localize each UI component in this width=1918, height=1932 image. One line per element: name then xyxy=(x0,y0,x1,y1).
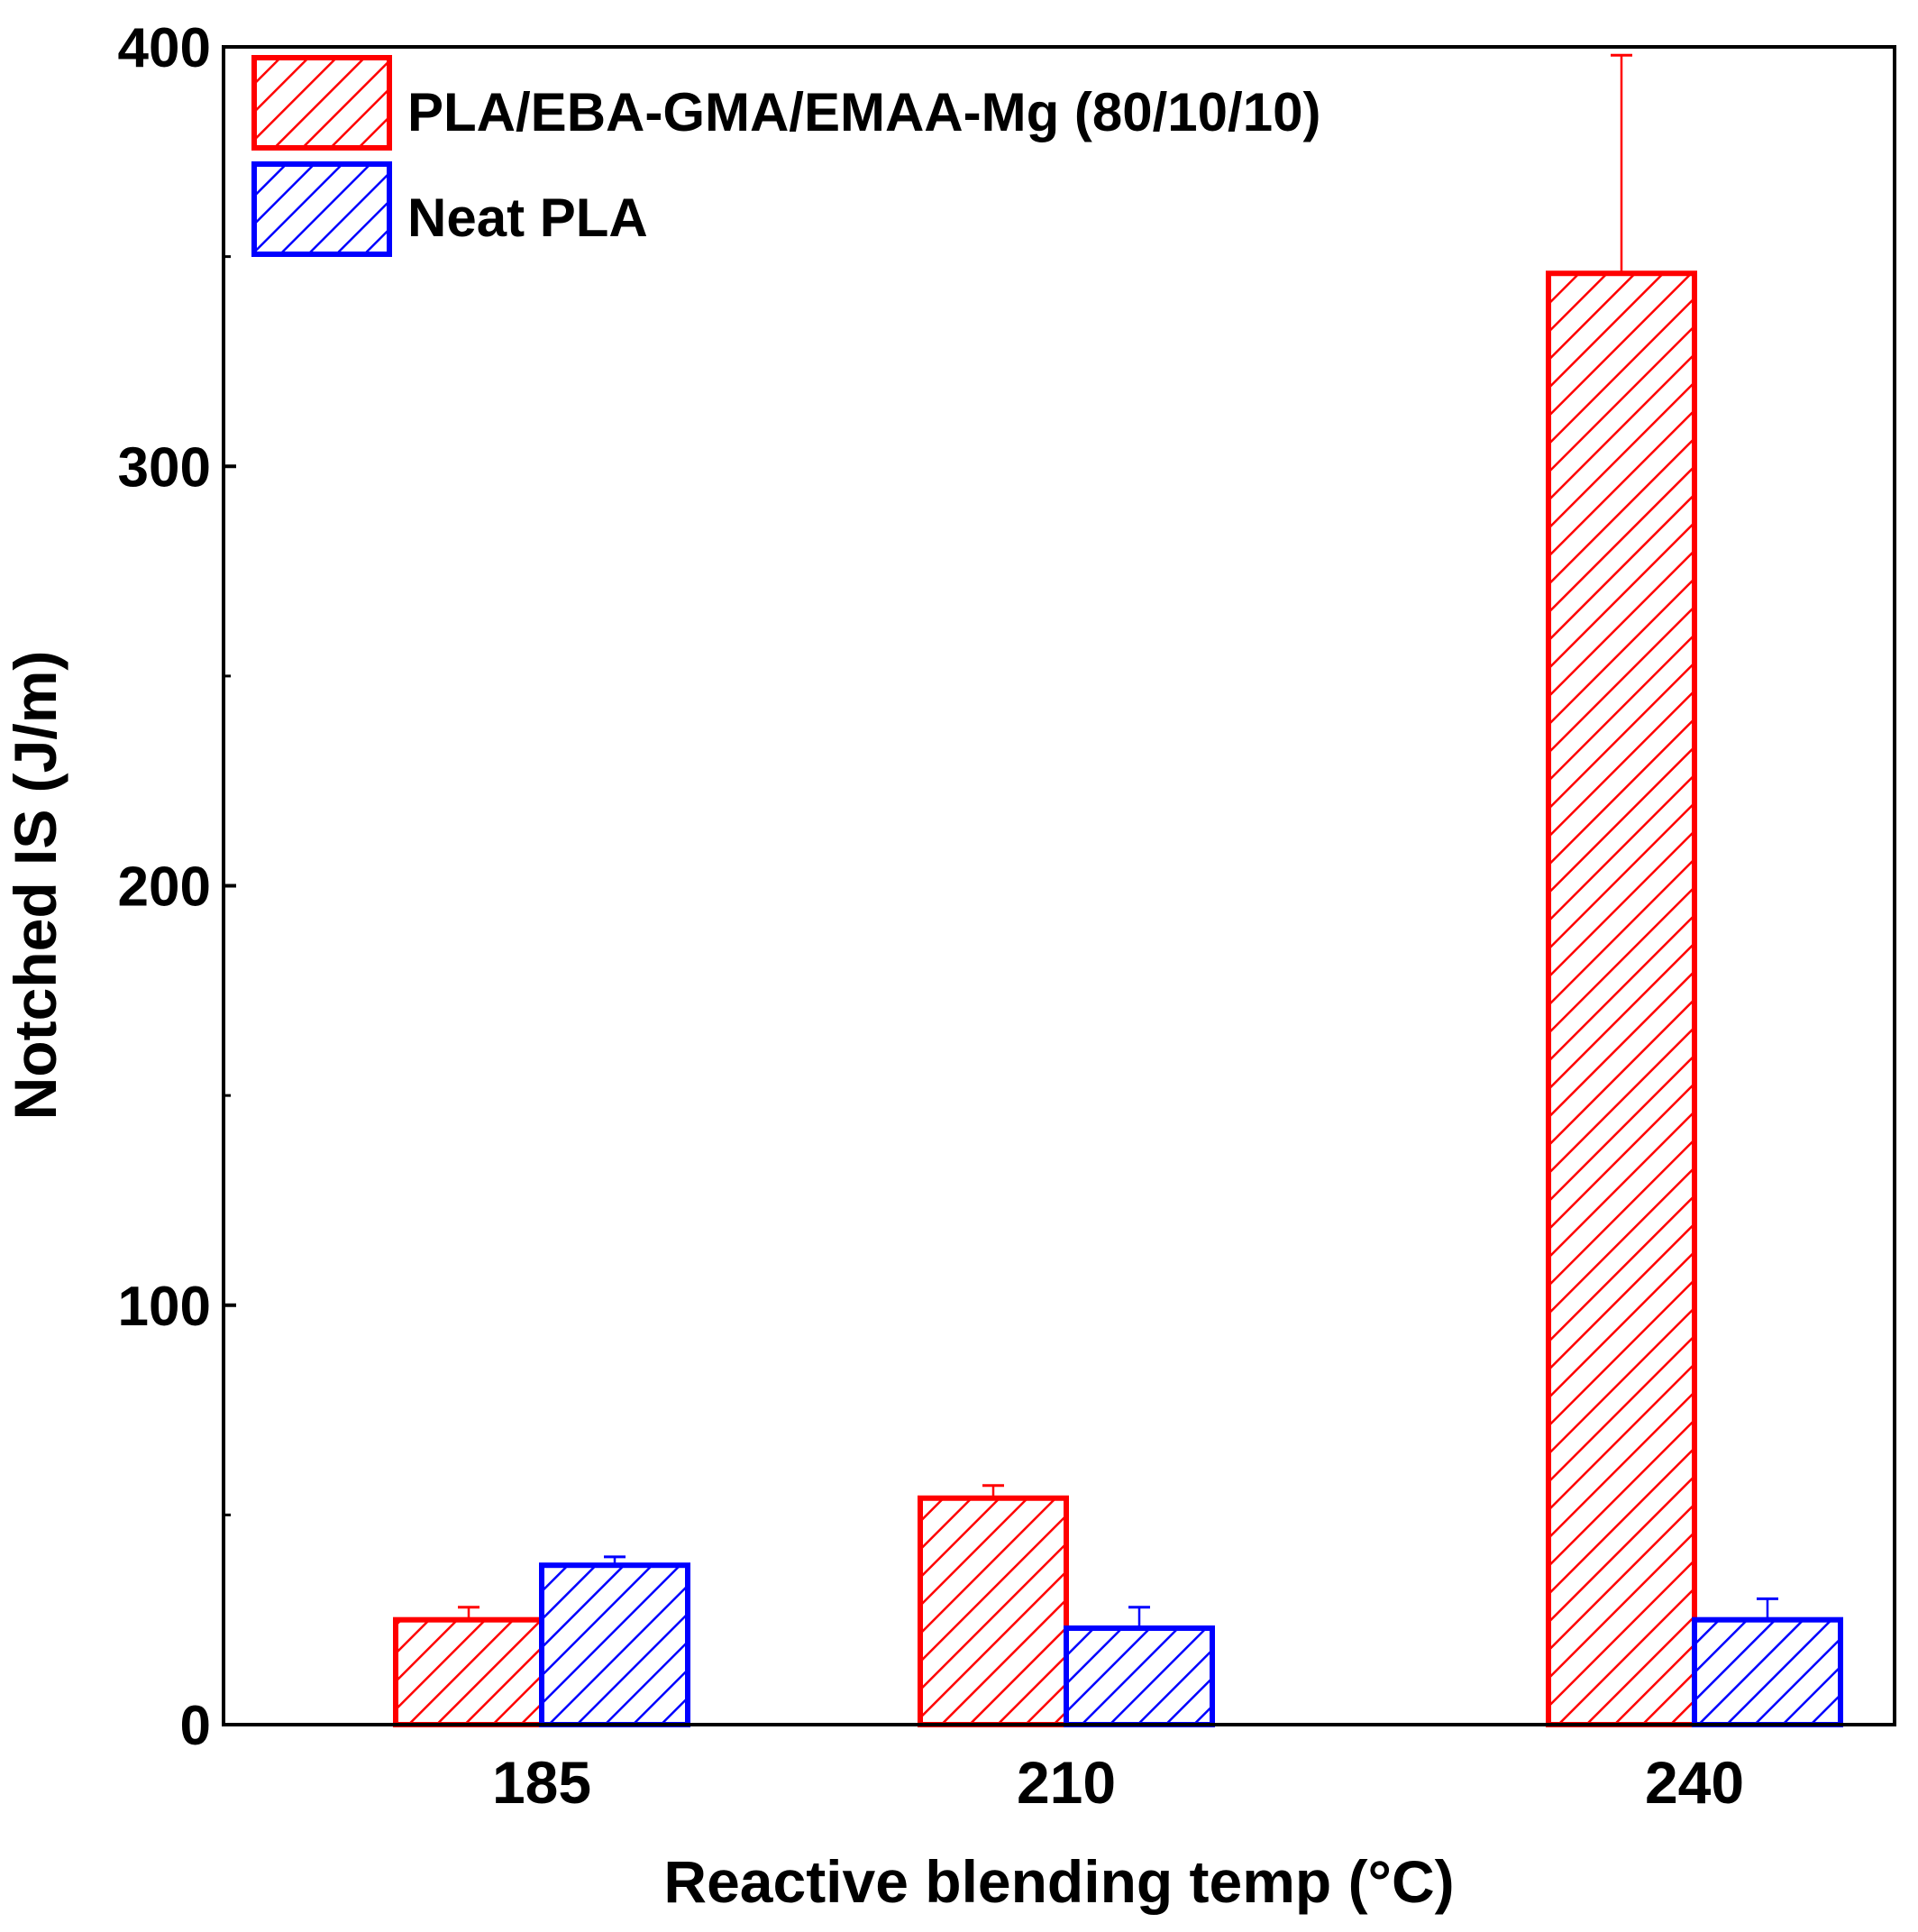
bar-series-1-210 xyxy=(918,1495,1069,1728)
bar-series-1-185 xyxy=(393,1616,544,1727)
legend-label-series-2: Neat PLA xyxy=(407,188,648,248)
x-axis-title: Reactive blending temp (°C) xyxy=(663,1848,1454,1915)
error-bar-series-2-185 xyxy=(604,1555,626,1566)
error-bars-layer xyxy=(458,53,1778,1628)
legend: PLA/EBA-GMA/EMAA-Mg (80/10/10) Neat PLA xyxy=(251,55,1320,257)
legend-swatch-series-2 xyxy=(251,161,392,257)
bar-series-2-240 xyxy=(1692,1616,1843,1727)
y-tick-label: 400 xyxy=(118,17,211,79)
bar-series-1-240 xyxy=(1546,270,1697,1727)
axis-ticks: 0 100 200 300 400 185 210 240 xyxy=(118,17,1745,1816)
legend-swatch-series-1 xyxy=(251,55,392,151)
y-tick-label: 0 xyxy=(180,1695,211,1757)
error-bar-series-1-240 xyxy=(1611,53,1632,274)
x-tick-label: 240 xyxy=(1645,1749,1744,1816)
legend-label-series-1: PLA/EBA-GMA/EMAA-Mg (80/10/10) xyxy=(407,82,1320,142)
error-bar-series-1-185 xyxy=(458,1606,480,1620)
error-bar-series-1-210 xyxy=(982,1484,1004,1498)
bar-series-2-185 xyxy=(539,1562,690,1727)
y-axis-title: Notched IS (J/m) xyxy=(2,651,68,1121)
x-tick-label: 210 xyxy=(1017,1749,1116,1816)
y-tick-label: 100 xyxy=(118,1276,211,1338)
error-bar-series-2-210 xyxy=(1128,1606,1150,1628)
bars-layer xyxy=(393,270,1843,1728)
error-bar-series-2-240 xyxy=(1757,1597,1778,1620)
x-tick-label: 185 xyxy=(492,1749,591,1816)
bar-series-2-210 xyxy=(1064,1625,1215,1728)
y-tick-label: 200 xyxy=(118,856,211,919)
y-tick-label: 300 xyxy=(118,436,211,499)
